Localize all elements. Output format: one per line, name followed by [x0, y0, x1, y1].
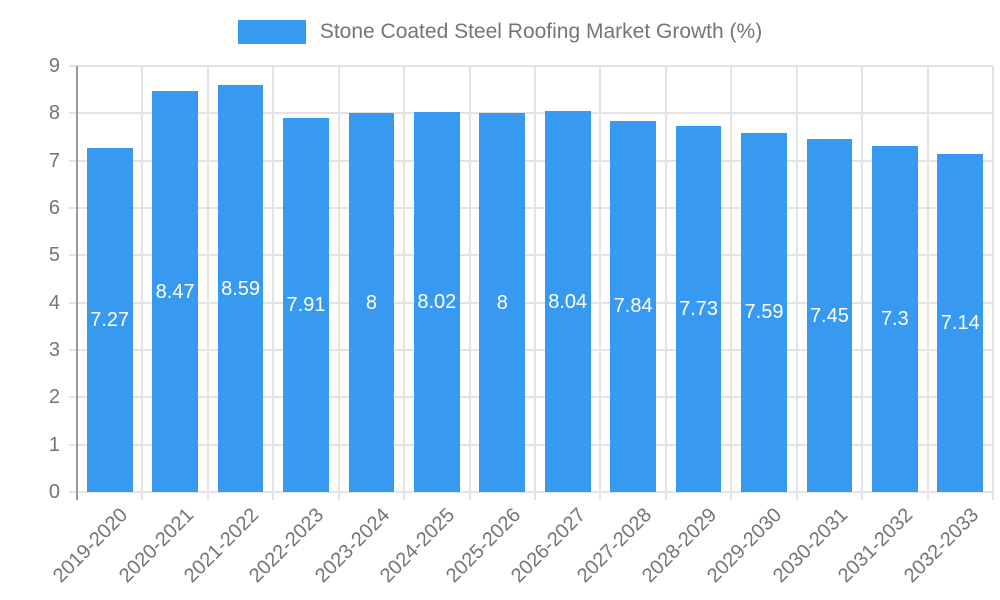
x-gridline — [992, 66, 994, 492]
y-tick-label: 3 — [48, 339, 60, 361]
x-gridline — [534, 66, 536, 492]
bar — [348, 113, 395, 492]
y-tick-label: 8 — [48, 102, 60, 125]
x-gridline — [599, 66, 602, 492]
bar — [86, 147, 133, 492]
y-tick-mark — [69, 491, 77, 493]
x-gridline — [861, 66, 864, 492]
y-tick-mark — [69, 443, 77, 446]
x-tick-mark — [468, 492, 471, 500]
x-gridline — [272, 66, 275, 492]
x-tick-mark — [861, 492, 864, 500]
x-gridline — [403, 66, 406, 492]
x-tick-mark — [795, 492, 798, 500]
x-tick-mark — [664, 492, 667, 500]
y-tick-mark — [69, 65, 77, 67]
x-tick-mark — [337, 492, 340, 500]
x-tick-mark — [599, 492, 602, 500]
y-tick-label: 2 — [48, 386, 60, 409]
x-tick-mark — [141, 492, 144, 500]
x-gridline — [730, 66, 733, 492]
x-tick-mark — [926, 492, 929, 500]
legend-swatch-icon — [237, 20, 306, 44]
bar — [152, 91, 199, 492]
x-tick-mark — [272, 492, 275, 500]
x-gridline — [664, 66, 667, 492]
y-tick-label: 9 — [48, 55, 60, 77]
bar — [283, 117, 329, 492]
legend-label: Stone Coated Steel Roofing Market Growth… — [319, 20, 763, 43]
y-tick-mark — [69, 301, 77, 304]
x-tick-mark — [730, 492, 733, 500]
x-tick-mark — [206, 492, 209, 500]
y-tick-mark — [69, 349, 77, 351]
y-tick-label: 4 — [48, 291, 60, 314]
y-tick-label: 6 — [48, 197, 60, 219]
y-tick-mark — [69, 254, 77, 257]
bar — [544, 111, 591, 492]
bar — [217, 85, 264, 492]
y-tick-mark — [69, 207, 77, 209]
bar — [413, 112, 460, 492]
x-gridline — [141, 66, 144, 492]
y-tick-label: 7 — [48, 149, 60, 172]
x-tick-mark — [534, 492, 536, 500]
bar — [741, 132, 787, 492]
bar — [675, 126, 722, 492]
y-tick-mark — [69, 112, 77, 115]
x-gridline — [206, 66, 209, 492]
x-tick-mark — [992, 492, 994, 500]
x-gridline — [795, 66, 798, 492]
y-tick-label: 5 — [48, 244, 60, 267]
bar — [479, 113, 526, 492]
y-tick-mark — [69, 159, 77, 162]
y-tick-label: 1 — [48, 433, 60, 456]
plot-area: 7.27 8.47 8.59 7.91 8 8.02 8 8.04 7.84 7.73 7.59 7.… — [69, 65, 994, 500]
bar — [871, 146, 918, 492]
bar — [806, 139, 853, 492]
y-tick-mark — [69, 396, 77, 399]
legend-item[interactable]: Stone Coated Steel Roofing Market Growth… — [0, 20, 1000, 44]
x-gridline — [468, 66, 471, 492]
x-gridline — [926, 66, 929, 492]
y-axis-line — [76, 66, 78, 500]
bar — [937, 154, 984, 492]
x-tick-mark — [403, 492, 406, 500]
y-tick-label: 0 — [48, 481, 60, 503]
x-gridline — [337, 66, 340, 492]
bar — [610, 120, 657, 492]
